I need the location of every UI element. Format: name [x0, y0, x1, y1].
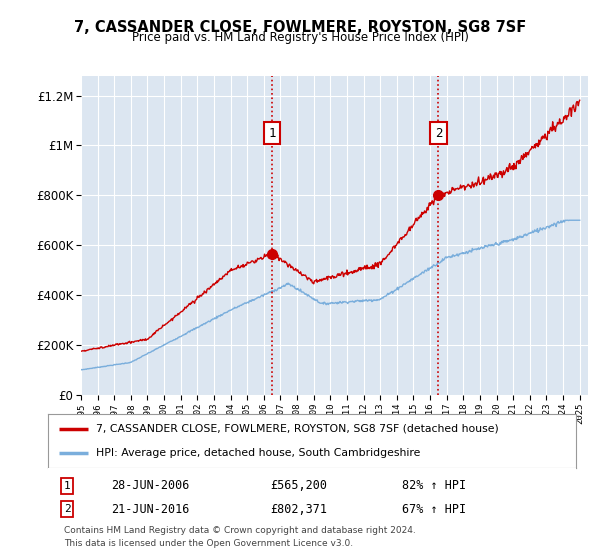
Text: Price paid vs. HM Land Registry's House Price Index (HPI): Price paid vs. HM Land Registry's House …	[131, 31, 469, 44]
Text: HPI: Average price, detached house, South Cambridgeshire: HPI: Average price, detached house, Sout…	[95, 448, 420, 458]
Text: 82% ↑ HPI: 82% ↑ HPI	[402, 479, 466, 492]
Text: 2: 2	[64, 504, 71, 514]
Text: 1: 1	[64, 481, 71, 491]
Text: Contains HM Land Registry data © Crown copyright and database right 2024.
This d: Contains HM Land Registry data © Crown c…	[64, 526, 416, 548]
Text: 21-JUN-2016: 21-JUN-2016	[112, 503, 190, 516]
Text: 7, CASSANDER CLOSE, FOWLMERE, ROYSTON, SG8 7SF (detached house): 7, CASSANDER CLOSE, FOWLMERE, ROYSTON, S…	[95, 424, 498, 434]
Text: £802,371: £802,371	[270, 503, 327, 516]
Text: £565,200: £565,200	[270, 479, 327, 492]
Text: 67% ↑ HPI: 67% ↑ HPI	[402, 503, 466, 516]
Text: 1: 1	[268, 127, 276, 139]
Text: 2: 2	[434, 127, 442, 139]
Text: 28-JUN-2006: 28-JUN-2006	[112, 479, 190, 492]
Text: 7, CASSANDER CLOSE, FOWLMERE, ROYSTON, SG8 7SF: 7, CASSANDER CLOSE, FOWLMERE, ROYSTON, S…	[74, 20, 526, 35]
